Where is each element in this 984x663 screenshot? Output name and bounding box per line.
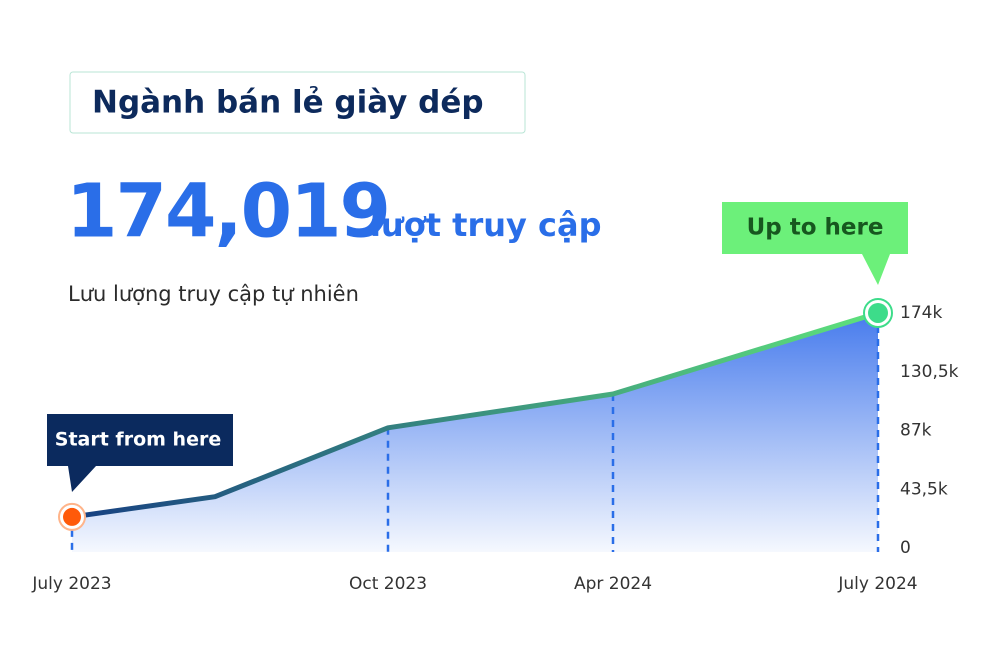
chart-title: Ngành bán lẻ giày dép bbox=[92, 85, 484, 121]
start-callout bbox=[47, 414, 233, 492]
y-tick-label: 0 bbox=[900, 538, 911, 558]
x-tick-label: July 2023 bbox=[31, 574, 111, 594]
plot: 0 43,5k 87k 130,5k 174k July 2023 Oct 2023 Apr … bbox=[31, 297, 959, 594]
y-tick-label: 130,5k bbox=[900, 362, 959, 382]
y-tick-label: 43,5k bbox=[900, 479, 948, 499]
end-callout bbox=[722, 202, 908, 285]
subtitle: Lưu lượng truy cập tự nhiên bbox=[68, 282, 359, 306]
x-tick-label: Oct 2023 bbox=[349, 574, 427, 594]
area bbox=[72, 312, 878, 552]
end-point bbox=[868, 302, 888, 323]
x-tick-label: July 2024 bbox=[837, 574, 917, 594]
end-label: Up to here bbox=[747, 215, 884, 241]
headline-unit: lượt truy cập bbox=[370, 206, 602, 244]
headline-value: 174,019 bbox=[66, 169, 389, 255]
x-tick-label: Apr 2024 bbox=[574, 574, 652, 594]
y-tick-label: 174k bbox=[900, 303, 942, 323]
start-point bbox=[63, 507, 81, 526]
start-label: Start from here bbox=[55, 429, 221, 451]
y-tick-label: 87k bbox=[900, 421, 932, 441]
line bbox=[71, 310, 879, 520]
title-box bbox=[69, 71, 526, 134]
